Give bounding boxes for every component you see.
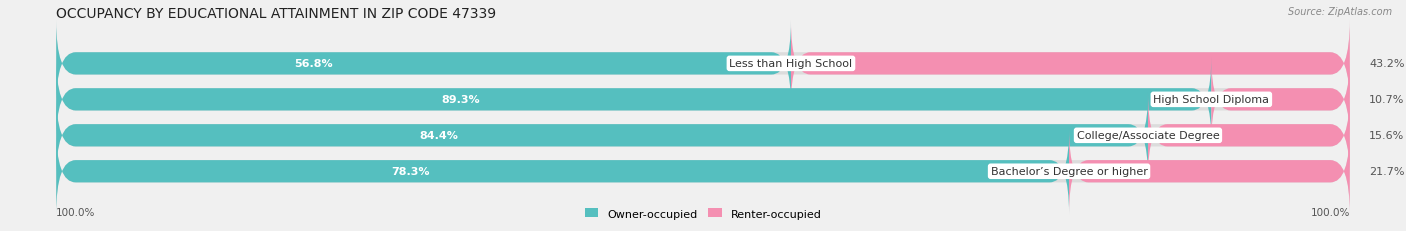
Text: 100.0%: 100.0% — [56, 207, 96, 217]
FancyBboxPatch shape — [56, 57, 1212, 143]
Text: 84.4%: 84.4% — [419, 131, 458, 141]
FancyBboxPatch shape — [56, 57, 1350, 143]
Text: 43.2%: 43.2% — [1369, 59, 1405, 69]
FancyBboxPatch shape — [792, 21, 1350, 107]
Text: Bachelor’s Degree or higher: Bachelor’s Degree or higher — [991, 167, 1147, 176]
FancyBboxPatch shape — [56, 129, 1069, 214]
FancyBboxPatch shape — [56, 93, 1147, 178]
Text: 15.6%: 15.6% — [1369, 131, 1405, 141]
Legend: Owner-occupied, Renter-occupied: Owner-occupied, Renter-occupied — [581, 204, 825, 223]
Text: College/Associate Degree: College/Associate Degree — [1077, 131, 1219, 141]
Text: High School Diploma: High School Diploma — [1153, 95, 1270, 105]
FancyBboxPatch shape — [1212, 57, 1350, 143]
Text: OCCUPANCY BY EDUCATIONAL ATTAINMENT IN ZIP CODE 47339: OCCUPANCY BY EDUCATIONAL ATTAINMENT IN Z… — [56, 7, 496, 21]
FancyBboxPatch shape — [1069, 129, 1350, 214]
Text: 100.0%: 100.0% — [1310, 207, 1350, 217]
Text: 78.3%: 78.3% — [391, 167, 430, 176]
FancyBboxPatch shape — [56, 21, 792, 107]
Text: 56.8%: 56.8% — [294, 59, 333, 69]
Text: 21.7%: 21.7% — [1369, 167, 1405, 176]
FancyBboxPatch shape — [1147, 93, 1350, 178]
Text: 89.3%: 89.3% — [441, 95, 479, 105]
FancyBboxPatch shape — [56, 93, 1350, 178]
FancyBboxPatch shape — [56, 21, 1350, 107]
Text: Less than High School: Less than High School — [730, 59, 852, 69]
Text: Source: ZipAtlas.com: Source: ZipAtlas.com — [1288, 7, 1392, 17]
FancyBboxPatch shape — [56, 129, 1350, 214]
Text: 10.7%: 10.7% — [1369, 95, 1405, 105]
